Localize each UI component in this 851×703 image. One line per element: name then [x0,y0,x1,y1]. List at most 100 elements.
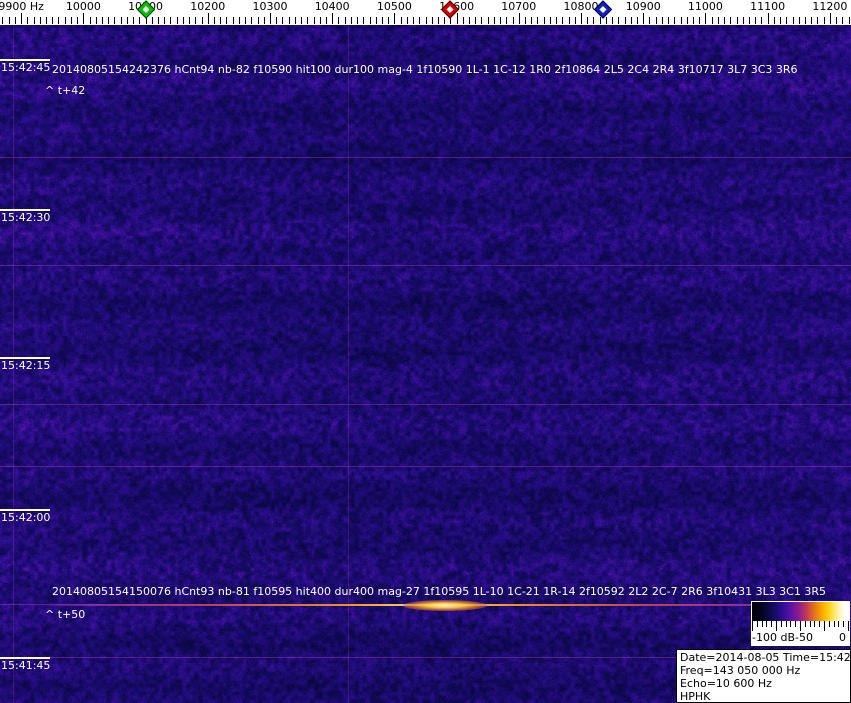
freq-minor-tick [575,17,576,24]
freq-minor-tick [189,17,190,24]
colorbar-tick [848,621,849,631]
freq-label-11100: 11100 [750,0,786,13]
horizontal-gridline [0,265,851,266]
freq-minor-tick [338,17,339,24]
freq-minor-tick [139,17,140,24]
freq-minor-tick [40,17,41,24]
freq-major-tick [519,13,520,24]
freq-minor-tick [718,17,719,24]
time-tick-line [0,657,50,659]
freq-major-tick [581,13,582,24]
colorbar-tick [838,621,839,627]
freq-minor-tick [749,17,750,24]
freq-minor-tick [488,17,489,24]
meteor-echo-peak [403,600,487,611]
freq-minor-tick [276,17,277,24]
freq-minor-tick [550,17,551,24]
colorbar-tick [800,621,801,631]
colorbar-tick [819,621,820,627]
freq-major-tick [332,13,333,24]
freq-minor-tick [587,17,588,24]
freq-major-tick [21,13,22,24]
freq-minor-tick [307,17,308,24]
freq-label-11200: 11200 [812,0,848,13]
freq-minor-tick [401,17,402,24]
freq-minor-tick [295,17,296,24]
colorbar-tick [776,621,777,631]
freq-minor-tick [817,17,818,24]
freq-minor-tick [164,17,165,24]
freq-label-10700: 10700 [501,0,537,13]
freq-minor-tick [730,17,731,24]
freq-minor-tick [27,17,28,24]
freq-minor-tick [158,17,159,24]
freq-minor-tick [102,17,103,24]
freq-minor-tick [737,17,738,24]
freq-label-10000: 10000 [65,0,101,13]
freq-minor-tick [699,17,700,24]
frequency-ruler[interactable]: 9900 Hz100001010010200103001040010500106… [0,0,851,25]
freq-minor-tick [114,17,115,24]
colorbar-tick [790,621,791,627]
freq-minor-tick [450,17,451,24]
freq-minor-tick [58,17,59,24]
freq-minor-tick [314,17,315,24]
freq-minor-tick [824,17,825,24]
freq-minor-tick [370,17,371,24]
freq-minor-tick [65,17,66,24]
time-tick-line [0,509,50,511]
freq-minor-tick [426,17,427,24]
freq-minor-tick [34,17,35,24]
colorbar-tick [814,621,815,627]
colorbar-tick [843,621,844,627]
freq-minor-tick [363,17,364,24]
waterfall-display[interactable]: 15:42:45 15:42:30 15:42:15 15:42:00 15:41:45… [0,25,851,703]
freq-minor-tick [743,17,744,24]
freq-minor-tick [687,17,688,24]
freq-minor-tick [799,17,800,24]
freq-minor-tick [282,17,283,24]
freq-minor-tick [662,17,663,24]
colorbar-tick [824,621,825,631]
frequency-tick-labels: 9900 Hz100001010010200103001040010500106… [0,0,851,14]
freq-minor-tick [618,17,619,24]
freq-minor-tick [444,17,445,24]
vertical-gridline [348,25,349,703]
colorbar-gradient [752,602,849,621]
horizontal-gridline [0,157,851,158]
freq-minor-tick [569,17,570,24]
freq-label-9900: 9900 Hz [0,0,44,13]
freq-minor-tick [382,17,383,24]
freq-minor-tick [177,17,178,24]
freq-major-tick [146,13,147,24]
freq-minor-tick [9,17,10,24]
detection-text: 20140805154150076 hCnt93 nb-81 f10595 hi… [52,585,827,598]
freq-minor-tick [419,17,420,24]
freq-minor-tick [811,17,812,24]
info-line-station: HPHK [680,690,711,703]
freq-minor-tick [388,17,389,24]
colorbar-tick [766,621,767,627]
freq-minor-tick [469,17,470,24]
colorbar-tick [795,621,796,627]
freq-minor-tick [127,17,128,24]
freq-minor-tick [245,17,246,24]
freq-major-tick [83,13,84,24]
freq-minor-tick [326,17,327,24]
freq-minor-tick [52,17,53,24]
colorbar-ticks [752,621,849,631]
freq-minor-tick [780,17,781,24]
time-tick-label: 15:42:00 [1,511,51,524]
freq-major-tick [457,13,458,24]
colorbar-tick [771,621,772,627]
freq-minor-tick [233,17,234,24]
freq-minor-tick [786,17,787,24]
freq-minor-tick [693,17,694,24]
freq-minor-tick [220,17,221,24]
green-marker-center [142,5,150,14]
freq-minor-tick [2,17,3,24]
colorbar-tick [810,621,811,627]
freq-minor-tick [463,17,464,24]
freq-minor-tick [195,17,196,24]
freq-major-tick [270,13,271,24]
